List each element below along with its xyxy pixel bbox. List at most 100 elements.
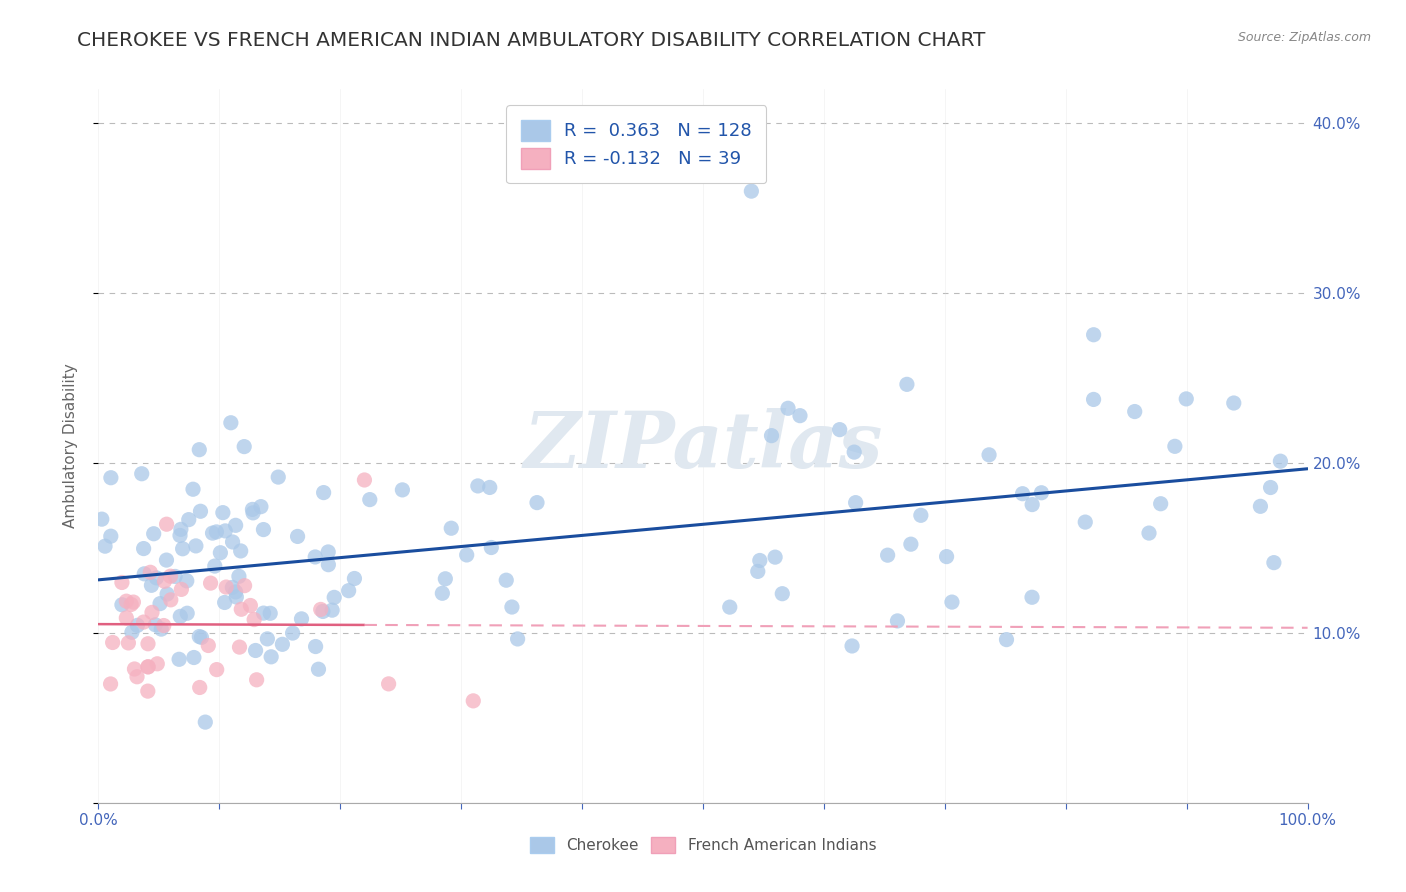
Point (1249, 500, 1271, 514)
Point (139, 566, 162, 580)
Point (828, 423, 851, 437)
Point (134, 566, 156, 581)
Point (117, 636, 139, 650)
Point (197, 639, 219, 653)
Point (740, 184, 762, 198)
Point (111, 575, 134, 590)
Point (183, 650, 205, 665)
Point (1164, 439, 1187, 453)
Point (172, 541, 194, 556)
Point (242, 502, 264, 516)
Point (748, 553, 770, 567)
Point (200, 576, 222, 591)
Point (152, 618, 174, 632)
Legend: Cherokee, French American Indians: Cherokee, French American Indians (523, 831, 883, 859)
Point (215, 580, 238, 594)
Point (1021, 591, 1043, 605)
Point (205, 663, 228, 677)
Point (1260, 481, 1282, 495)
Point (353, 473, 375, 487)
Point (231, 602, 253, 616)
Point (188, 681, 211, 695)
Point (763, 550, 786, 565)
Point (845, 495, 868, 509)
Point (221, 581, 243, 595)
Point (252, 606, 274, 620)
Point (159, 569, 181, 583)
Point (159, 592, 181, 607)
Point (115, 594, 138, 608)
Point (188, 442, 211, 457)
Point (323, 591, 346, 605)
Point (145, 617, 167, 632)
Point (201, 526, 224, 541)
Point (304, 549, 326, 564)
Point (150, 622, 173, 636)
Point (281, 626, 304, 640)
Point (1123, 404, 1146, 418)
Point (225, 518, 247, 533)
Point (169, 609, 191, 624)
Point (1011, 486, 1033, 500)
Point (136, 660, 159, 674)
Point (321, 603, 343, 617)
Point (225, 590, 247, 604)
Point (467, 479, 489, 493)
Point (246, 673, 269, 687)
Point (900, 537, 922, 551)
Point (506, 632, 529, 646)
Point (343, 572, 366, 586)
Point (111, 598, 134, 612)
Point (155, 553, 177, 567)
Point (271, 637, 294, 651)
Point (127, 618, 149, 632)
Point (101, 635, 124, 649)
Point (214, 595, 236, 609)
Point (100, 471, 122, 485)
Y-axis label: Ambulatory Disability: Ambulatory Disability (63, 364, 77, 528)
Point (1263, 556, 1285, 570)
Point (90, 512, 112, 526)
Point (205, 524, 228, 539)
Point (243, 613, 266, 627)
Point (181, 482, 204, 496)
Text: CHEROKEE VS FRENCH AMERICAN INDIAN AMBULATORY DISABILITY CORRELATION CHART: CHEROKEE VS FRENCH AMERICAN INDIAN AMBUL… (77, 31, 986, 50)
Point (260, 649, 283, 664)
Point (770, 587, 793, 601)
Point (155, 517, 177, 532)
Point (761, 428, 783, 442)
Point (252, 523, 274, 537)
Point (214, 524, 236, 538)
Point (170, 582, 193, 597)
Point (432, 586, 454, 600)
Point (910, 508, 932, 523)
Point (120, 598, 142, 612)
Point (221, 535, 243, 549)
Point (233, 440, 256, 454)
Point (886, 614, 908, 628)
Point (1021, 498, 1043, 512)
Point (229, 544, 252, 558)
Point (309, 602, 332, 616)
Point (184, 539, 207, 553)
Point (308, 662, 330, 676)
Point (115, 611, 138, 625)
Point (776, 401, 799, 416)
Point (1150, 497, 1173, 511)
Point (941, 595, 963, 609)
Point (896, 377, 918, 392)
Point (94, 539, 117, 553)
Point (359, 492, 381, 507)
Point (190, 504, 212, 518)
Point (165, 569, 187, 583)
Point (935, 549, 957, 564)
Point (977, 448, 1000, 462)
Point (267, 470, 290, 484)
Point (391, 483, 413, 497)
Point (290, 612, 312, 626)
Point (212, 506, 235, 520)
Point (501, 600, 523, 615)
Point (841, 639, 863, 653)
Point (233, 579, 256, 593)
Point (245, 643, 267, 657)
